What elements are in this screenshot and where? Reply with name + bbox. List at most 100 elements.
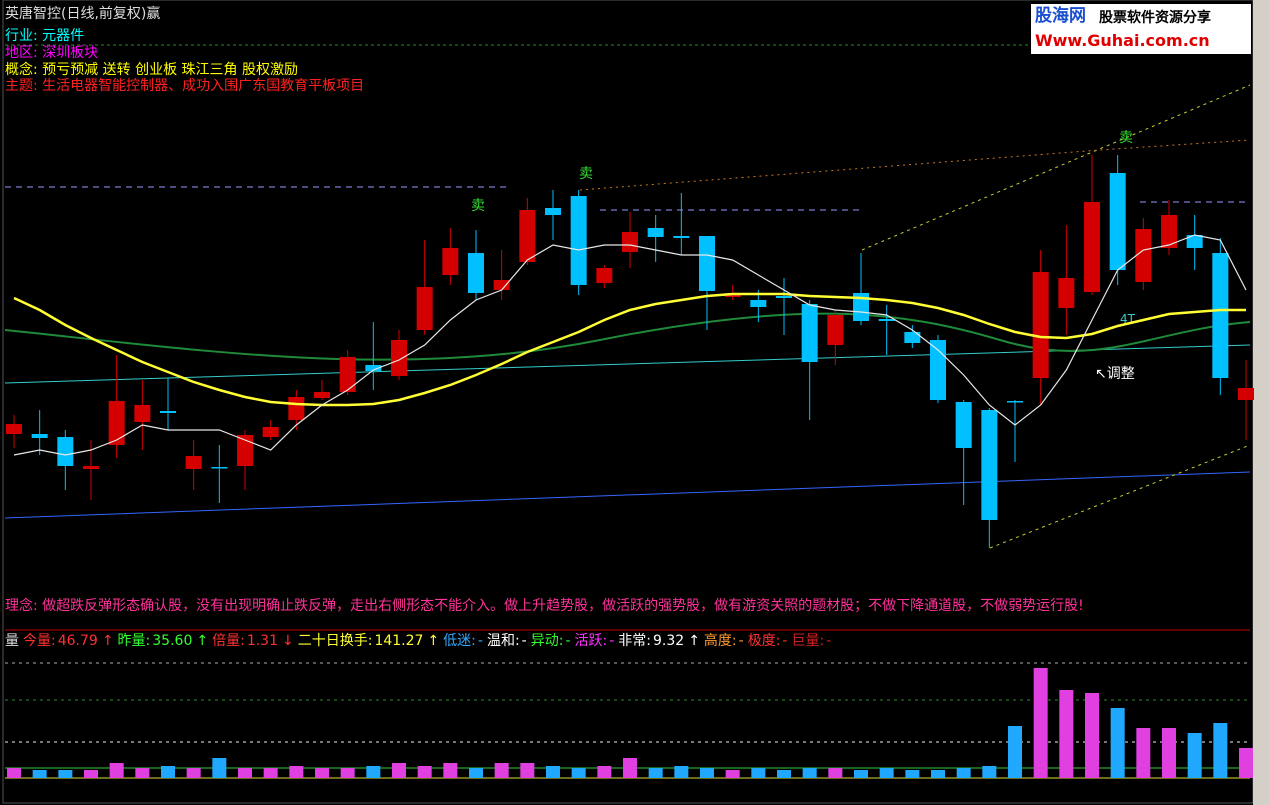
candle-body [365,365,382,371]
stat-value: - [826,633,832,649]
stat-label: 异动: [530,633,564,649]
info-value: 预亏预减 送转 创业板 珠江三角 股权激励 [42,62,298,78]
candle-body [262,427,279,437]
candle-body [134,405,151,422]
candle-body [237,435,253,466]
candle-body [776,296,792,298]
volume-bar [982,766,997,778]
candle-body [1058,278,1075,308]
volume-bar [1059,690,1074,778]
candle-body [570,196,587,285]
annotation: 卖 [471,198,485,214]
stat-trend: ↑ [427,633,440,649]
volume-bar [1136,728,1151,778]
candle-body [878,319,895,321]
candle-body [647,228,664,237]
stat-value: - [521,633,527,649]
candle-body [1007,401,1023,403]
volume-bar [1008,726,1022,778]
volume-bar [84,770,98,778]
volume-bar [1187,733,1202,778]
volume-bar [186,768,201,778]
stat-trend: ↑ [101,633,114,649]
volume-bar [597,766,612,778]
ma-line [13,234,1247,456]
stat-label: 倍量: [212,633,245,649]
info-line: 行业: 元器件 [5,28,84,45]
volume-bar [1110,708,1125,778]
stat-label: 昨量: [117,633,151,649]
stat-label: 高度: [703,633,737,649]
volume-bar [623,758,637,778]
stat-trend: ↑ [688,633,700,649]
candle-body [185,456,202,469]
candle-body [211,467,228,469]
candle-body [1084,202,1100,292]
volume-bar [1162,728,1176,778]
channel-line [861,84,1251,251]
stat-value: 141.27 [374,633,424,649]
candle-body [1032,272,1049,378]
volume-bar [469,768,483,778]
volume-bar [1085,693,1099,778]
candle-body [108,401,125,445]
volume-bar [751,768,766,778]
channel-line [579,139,1251,191]
watermark: 股海网 股票软件资源分享 Www.Guhai.com.cn [1031,4,1251,54]
volume-bar [494,763,509,778]
candle-body [750,300,767,307]
volume-bar [417,766,432,778]
volume-bar [905,770,920,778]
candle-body [1161,215,1177,248]
volume-bar [392,763,406,778]
wm-brand: 股海网 [1035,6,1086,26]
info-value: 元器件 [42,28,85,44]
annotation: 卖 [1119,130,1133,146]
channel-line [989,444,1251,549]
stat-label: 极度: [747,633,781,649]
candle-body [160,411,176,413]
volume-bar [828,768,843,778]
stat-trend: ↑ [196,633,209,649]
volume-bar [340,768,355,778]
stat-label: 今量: [23,633,56,649]
volume-bar [1239,748,1253,778]
info-value: 生活电器智能控制器、成功入围广东国教育平板项目 [42,78,365,94]
candle-body [416,287,433,330]
candle-body [31,434,48,438]
stats-bar: 量今量: 46.79 ↑ 昨量: 35.60 ↑ 倍量: 1.31 ↓ 二十日换手: 141.27 ↑… [5,633,835,650]
candle-body [930,340,946,400]
candle-body [339,357,356,392]
volume-bar [956,768,971,778]
scrollbar [1253,0,1269,805]
wm-slogan: 股票软件资源分享 [1099,10,1211,26]
candle-body [622,232,638,252]
stat-value: 9.32 [653,633,685,649]
stat-value: - [565,633,571,649]
volume-bar [879,768,894,778]
ma-line [13,292,1246,407]
candle-body [314,392,330,398]
volume-bar [700,768,714,778]
volume-bar [32,770,47,778]
candle-body [1212,253,1229,378]
candle-body [493,280,510,290]
volume-bar [58,770,73,778]
candle-body [955,402,972,448]
candle-body [699,236,715,291]
title: 英唐智控(日线,前复权)赢 [5,6,161,22]
candle-body [1109,173,1126,270]
volume-bar [1213,723,1228,778]
candle-body [519,210,536,262]
candle-body [1238,388,1254,400]
volume-bar [674,766,689,778]
candle-body [6,424,22,434]
volume-bar [263,768,278,778]
candle-body [288,397,305,420]
candle-body [442,248,459,275]
volume-bar [315,768,329,778]
candle-body [545,208,561,215]
